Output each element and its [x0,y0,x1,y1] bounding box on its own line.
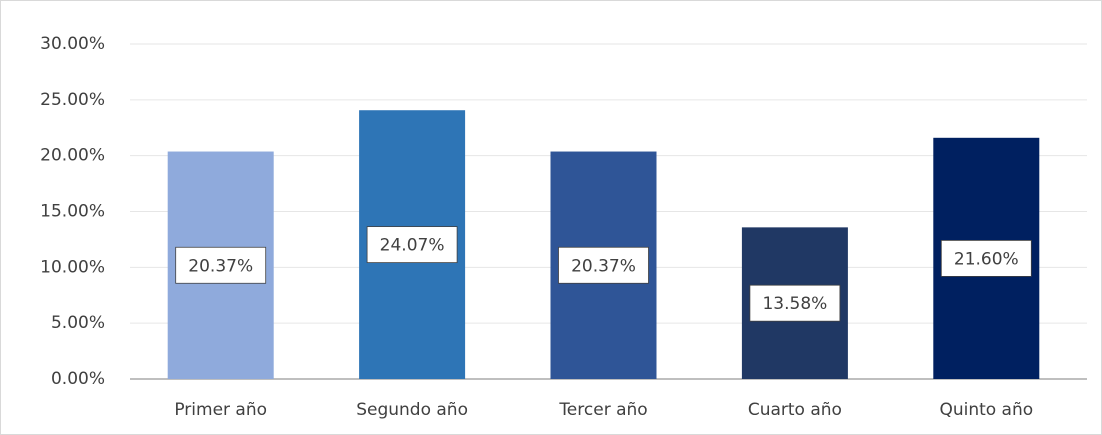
x-tick-label: Cuarto año [748,400,842,420]
data-label: 20.37% [571,256,636,276]
y-tick-label: 20.00% [40,146,105,166]
x-tick-label: Quinto año [939,400,1033,420]
data-label: 20.37% [188,256,253,276]
data-label-box [749,284,841,322]
data-label: 13.58% [762,294,827,314]
y-tick-label: 10.00% [40,257,105,277]
data-label-box [175,246,267,284]
x-tick-label: Tercer año [558,400,647,420]
data-label-box [940,239,1032,277]
data-label: 21.60% [954,249,1019,269]
y-tick-label: 5.00% [51,313,105,333]
y-tick-label: 15.00% [40,202,105,222]
data-label-box [558,246,649,284]
y-tick-label: 30.00% [40,34,105,54]
data-label: 24.07% [380,236,445,256]
data-label-box [366,226,458,264]
x-tick-label: Primer año [174,400,267,420]
y-tick-label: 0.00% [51,369,105,389]
y-tick-label: 25.00% [40,90,105,110]
x-tick-label: Segundo año [356,400,468,420]
